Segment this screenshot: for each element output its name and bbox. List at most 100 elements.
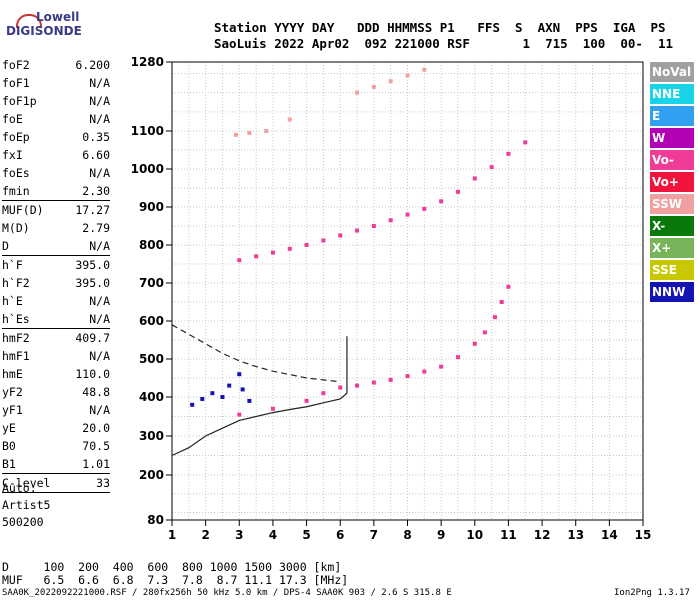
header-line2: SaoLuis 2022 Apr02 092 221000 RSF 1 715 …	[214, 36, 674, 51]
param-row: fxI 6.60	[2, 146, 110, 164]
param-key: fxI	[2, 148, 23, 162]
legend-item: Vo+	[650, 172, 694, 192]
legend-item: X-	[650, 216, 694, 236]
echo-point	[200, 396, 205, 401]
param-row: foEp 0.35	[2, 128, 110, 146]
logo-line2: DIGISONDE	[6, 24, 82, 38]
echo-point	[321, 391, 326, 396]
echo-point	[304, 398, 309, 403]
param-row: hmE 110.0	[2, 365, 110, 383]
echo-point	[489, 165, 494, 170]
legend-item: SSE	[650, 260, 694, 280]
param-key: h`Es	[2, 312, 30, 326]
y-tick-label: 1100	[131, 124, 164, 138]
param-row: MUF(D) 17.27	[2, 201, 110, 219]
param-value: 2.30	[82, 184, 110, 198]
param-key: hmE	[2, 367, 23, 381]
echo-point	[506, 284, 511, 289]
echo-point	[247, 398, 252, 403]
x-tick-label: 7	[370, 528, 378, 542]
param-key: D	[2, 239, 9, 253]
echo-point	[287, 246, 292, 251]
legend-item: NNW	[650, 282, 694, 302]
echo-point	[388, 218, 393, 223]
echo-point	[422, 369, 427, 374]
echo-point	[371, 84, 376, 89]
x-tick-label: 5	[302, 528, 310, 542]
echo-point	[439, 199, 444, 204]
echo-point	[210, 391, 215, 396]
echo-point	[220, 395, 225, 399]
echo-point	[523, 140, 528, 145]
y-tick-label: 80	[147, 513, 164, 527]
param-row: B0 70.5	[2, 437, 110, 455]
echo-point	[355, 383, 360, 388]
y-tick-label: 200	[139, 468, 164, 482]
auto-scaling-info: Auto: Artist5 500200	[2, 480, 50, 531]
echo-point	[270, 406, 275, 411]
echo-point	[355, 228, 360, 233]
solid-profile-line	[171, 336, 348, 457]
header-line1: Station YYYY DAY DDD HHMMSS P1 FFS S AXN…	[214, 20, 666, 35]
param-row: foF1 N/A	[2, 74, 110, 92]
echo-point	[190, 402, 195, 407]
echo-point	[422, 67, 427, 72]
x-tick-label: 15	[635, 528, 652, 542]
echo-point	[472, 176, 477, 181]
legend-item: Vo-	[650, 150, 694, 170]
legend-item: W	[650, 128, 694, 148]
echo-point	[233, 132, 238, 137]
echo-point	[237, 412, 242, 417]
echo-point	[237, 372, 242, 377]
legend-item: X+	[650, 238, 694, 258]
param-value: 48.8	[82, 385, 110, 399]
param-value: N/A	[89, 294, 110, 308]
x-tick-label: 11	[500, 528, 517, 542]
x-tick-label: 9	[437, 528, 445, 542]
param-key: yE	[2, 421, 16, 435]
param-value: N/A	[89, 312, 110, 326]
param-row: hmF1 N/A	[2, 347, 110, 365]
echo-point	[254, 254, 259, 259]
y-tick-label: 1000	[131, 162, 164, 176]
echo-point	[321, 238, 326, 243]
echo-point	[264, 129, 269, 133]
param-value: 6.200	[75, 58, 110, 72]
param-value: N/A	[89, 239, 110, 253]
param-row: foF1p N/A	[2, 92, 110, 110]
param-key: foEp	[2, 130, 30, 144]
x-tick-label: 2	[201, 528, 209, 542]
param-value: N/A	[89, 94, 110, 108]
param-value: 17.27	[75, 203, 110, 217]
param-key: C-level	[2, 476, 51, 490]
echo-point	[237, 258, 242, 263]
footer-version: Ion2Png 1.3.17	[614, 588, 690, 598]
echo-point	[492, 315, 497, 320]
footer-file-info: SAA0K_2022092221000.RSF / 280fx256h 50 k…	[2, 588, 452, 598]
y-tick-label: 600	[139, 314, 164, 328]
echo-point	[338, 385, 343, 390]
param-row: h`Es N/A	[2, 310, 110, 329]
y-tick-label: 900	[139, 200, 164, 214]
param-key: M(D)	[2, 221, 30, 235]
echo-point	[405, 374, 410, 379]
param-key: fmin	[2, 184, 30, 198]
param-row: C-level 33	[2, 474, 110, 493]
param-key: foF2	[2, 58, 30, 72]
echo-point	[405, 73, 410, 78]
param-row: h`F 395.0	[2, 256, 110, 274]
auto-label: Auto:	[2, 481, 37, 495]
echo-point	[439, 364, 444, 369]
ionogram-chart: 1 2 3 4 5 6 7 8 9 10 11 12 13 14 158020030040050060070…	[131, 55, 652, 542]
param-value: 20.0	[82, 421, 110, 435]
param-row: foEs N/A	[2, 164, 110, 182]
param-key: MUF(D)	[2, 203, 44, 217]
x-tick-label: 6	[336, 528, 344, 542]
x-tick-label: 10	[466, 528, 483, 542]
param-key: h`F2	[2, 276, 30, 290]
param-row: fmin 2.30	[2, 182, 110, 201]
echo-point	[287, 117, 292, 122]
param-row: yF1 N/A	[2, 401, 110, 419]
param-row: B1 1.01	[2, 455, 110, 474]
param-key: h`E	[2, 294, 23, 308]
